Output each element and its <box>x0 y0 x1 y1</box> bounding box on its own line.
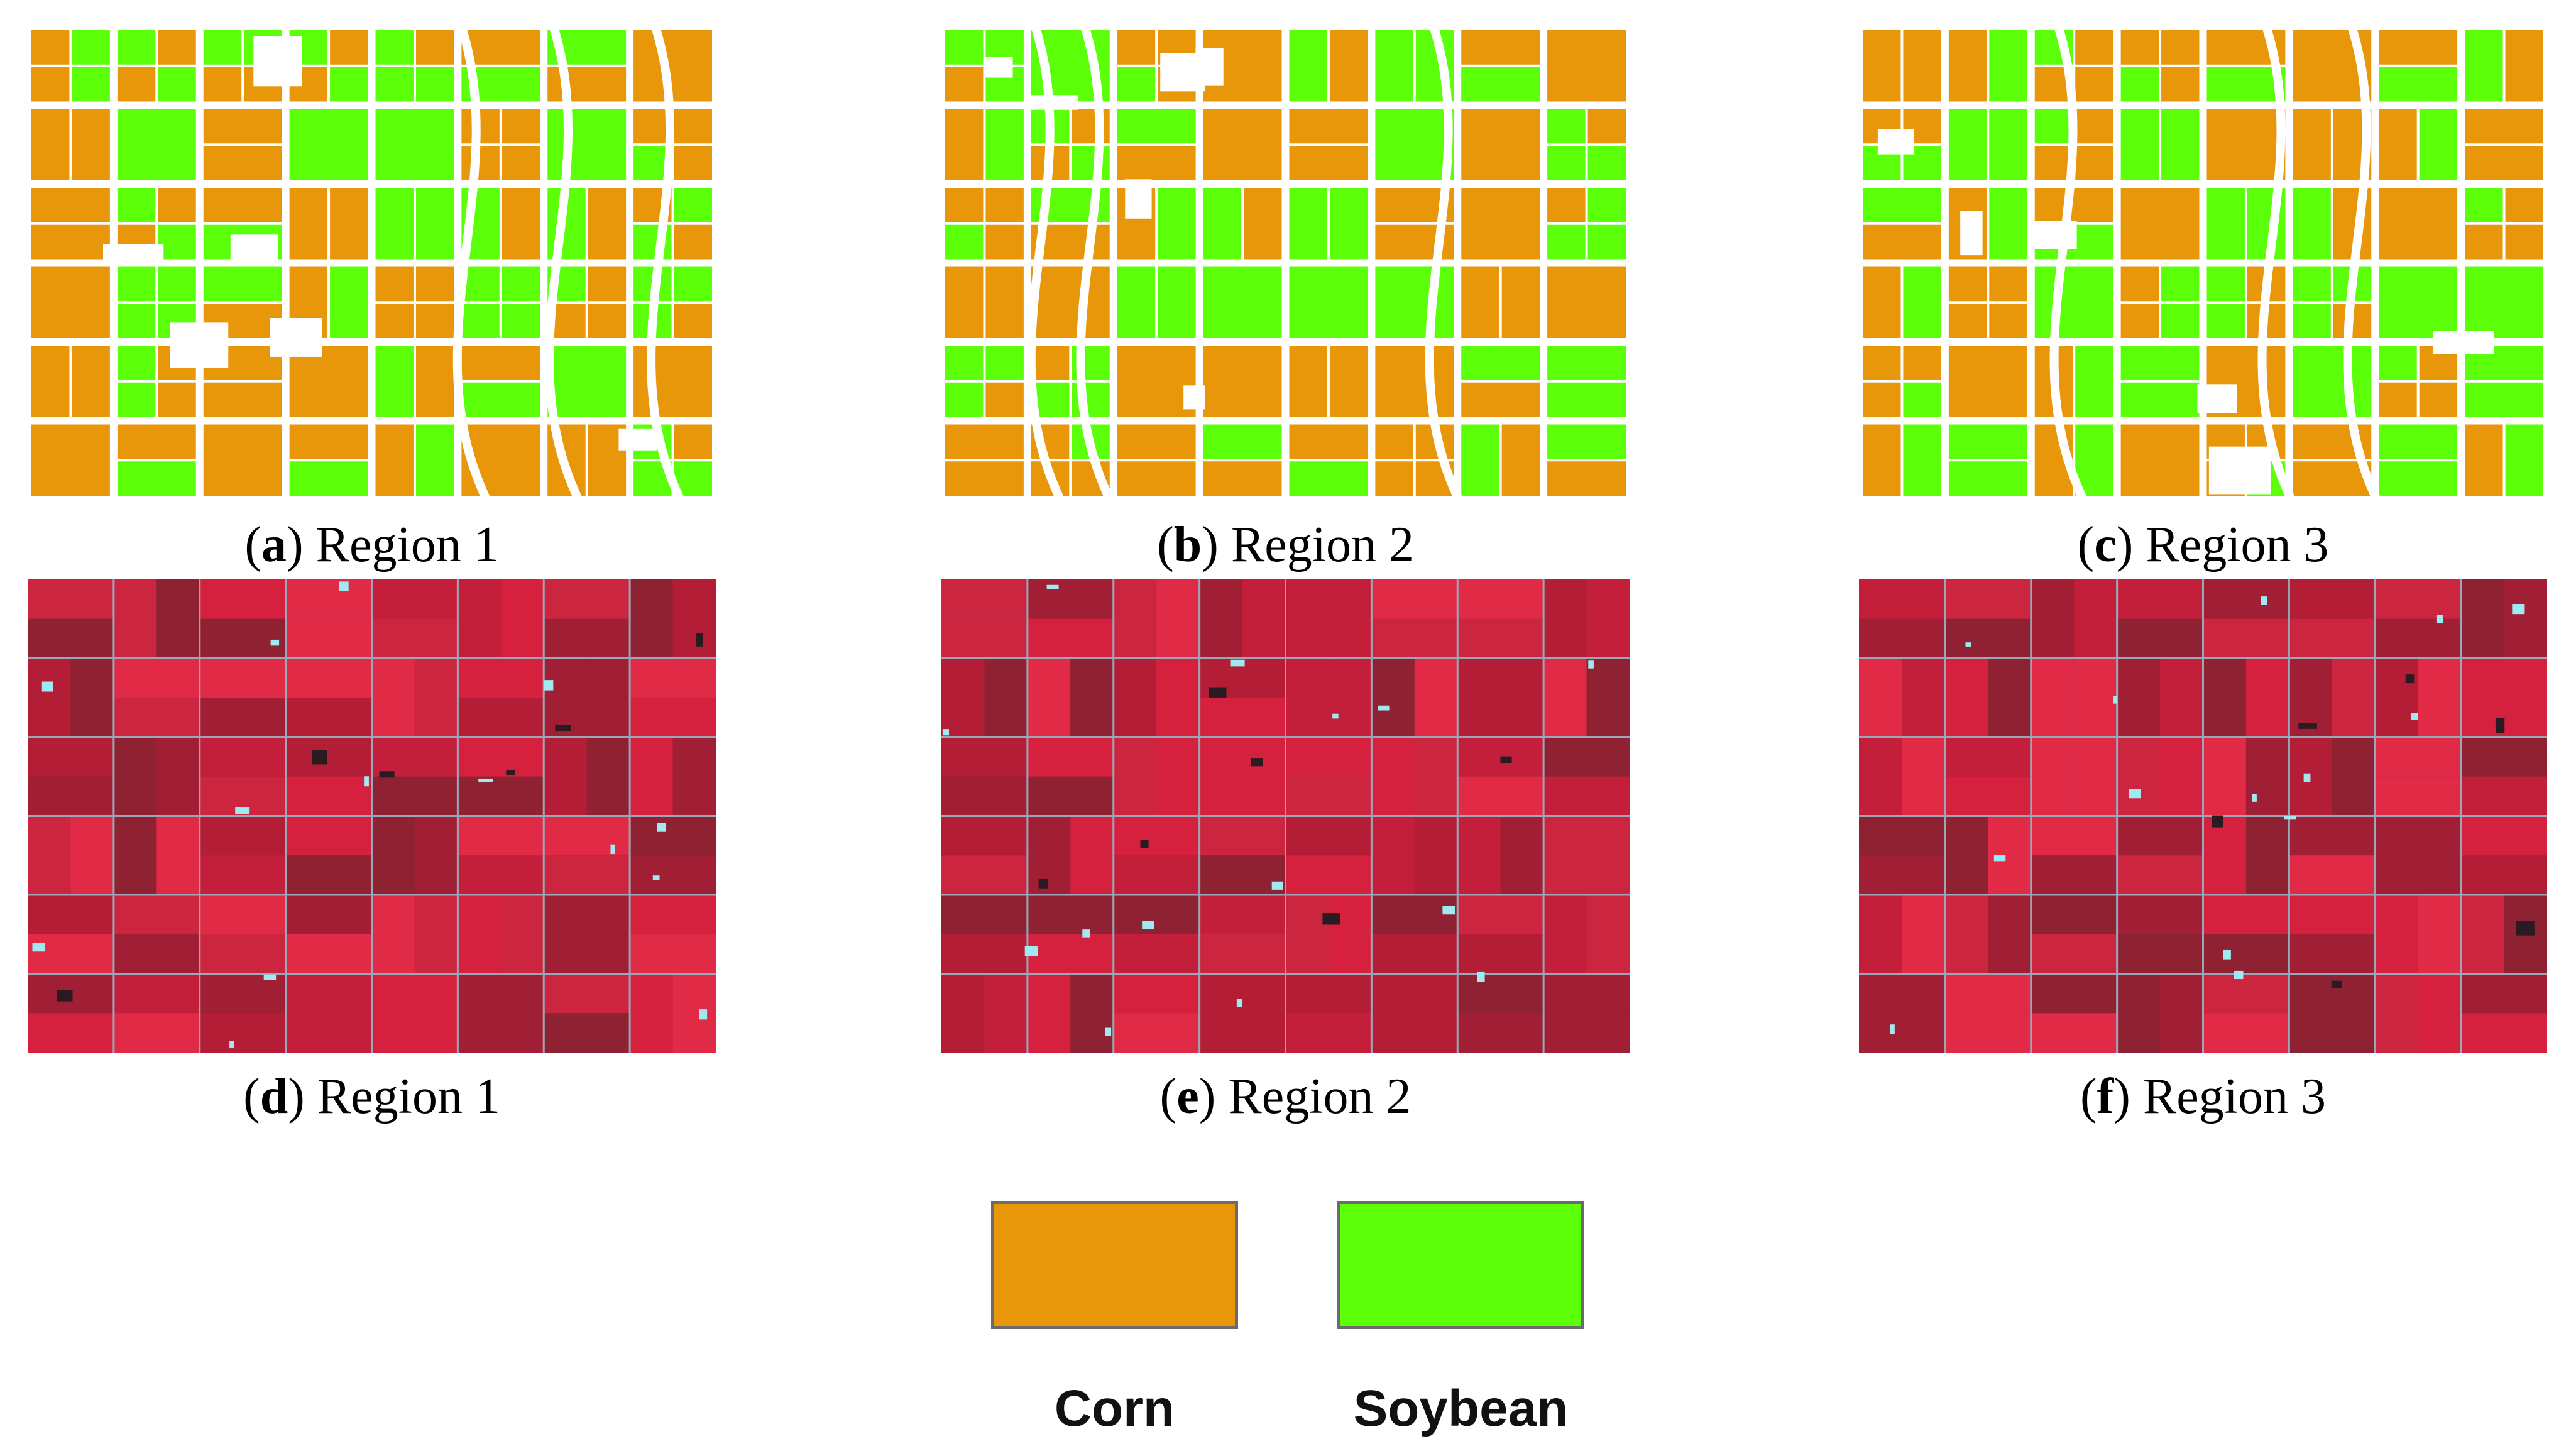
crop-map-region-3 <box>1859 26 2547 500</box>
legend-label-soybean: Soybean <box>1353 1380 1569 1437</box>
satellite-image-region-2 <box>941 579 1630 1053</box>
satellite-image-region-3 <box>1859 579 2547 1053</box>
legend-swatch-soybean <box>1337 1201 1584 1329</box>
caption-f: (f) Region 3 <box>2080 1069 2326 1124</box>
caption-b: (b) Region 2 <box>1157 517 1414 572</box>
caption-e: (e) Region 2 <box>1159 1069 1412 1124</box>
caption-a: (a) Region 1 <box>244 517 499 572</box>
legend-swatch-corn <box>991 1201 1238 1329</box>
legend-label-corn: Corn <box>1054 1380 1175 1437</box>
crop-map-region-1 <box>28 26 716 500</box>
caption-d: (d) Region 1 <box>243 1069 500 1124</box>
crop-map-region-2 <box>941 26 1630 500</box>
satellite-image-region-1 <box>28 579 716 1053</box>
caption-c: (c) Region 3 <box>2077 517 2329 572</box>
